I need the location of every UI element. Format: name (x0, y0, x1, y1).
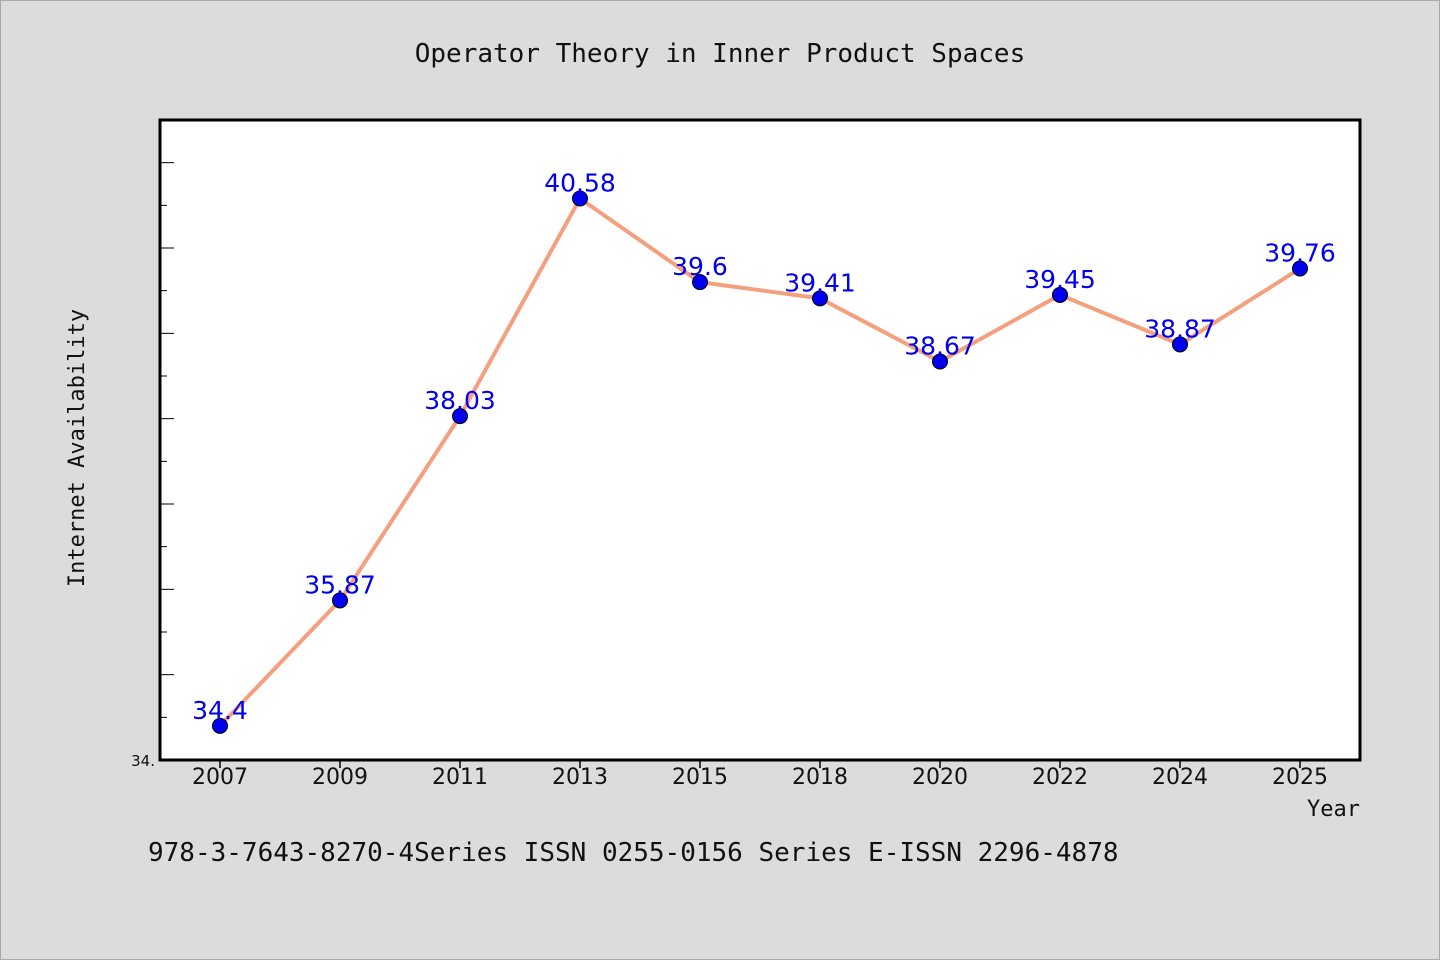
data-label: 40.58 (544, 169, 616, 198)
data-points (212, 190, 1308, 734)
x-tick-label: 2025 (1272, 765, 1328, 790)
x-tick-label: 2018 (792, 765, 848, 790)
data-point-marker (572, 190, 588, 207)
data-labels: 34.4 35.87 38.03 40.58 39.6 39.41 38.67 39.45 38… (192, 169, 1336, 725)
data-label: 39.6 (672, 252, 728, 281)
plot-border (158, 118, 1362, 762)
data-point-marker (1172, 336, 1188, 353)
data-point-marker (332, 592, 348, 609)
data-point-marker (1052, 286, 1068, 303)
data-point-marker (1292, 260, 1308, 277)
x-tick-label: 2013 (552, 765, 608, 790)
data-point-marker (932, 353, 948, 370)
x-axis-label: Year (1307, 797, 1360, 822)
data-label: 39.41 (784, 268, 856, 297)
y-tick-label: 34. (131, 752, 155, 770)
data-label: 38.67 (904, 331, 976, 360)
data-label: 35.87 (304, 570, 376, 599)
y-axis-label: Internet Availability (65, 309, 90, 587)
data-label: 34.4 (192, 696, 248, 725)
data-point-marker (452, 408, 468, 425)
x-tick-label: 2020 (912, 765, 968, 790)
data-label: 39.45 (1024, 265, 1096, 294)
data-point-marker (812, 290, 828, 307)
series-line (218, 196, 1302, 728)
plot-area (160, 120, 1360, 760)
x-tick-label: 2007 (192, 765, 248, 790)
x-tick-label: 2009 (312, 765, 368, 790)
x-tick-label: 2015 (672, 765, 728, 790)
data-label: 39.76 (1264, 238, 1336, 267)
footer-isbn-text: 978-3-7643-8270-4Series ISSN 0255-0156 S… (148, 838, 1119, 868)
x-tick-label: 2024 (1152, 765, 1208, 790)
x-axis-tick-labels: 2007 2009 2011 2013 2015 2018 2020 2022 2024 2025 (192, 765, 1328, 790)
x-tick-label: 2022 (1032, 765, 1088, 790)
data-label: 38.87 (1144, 314, 1216, 343)
data-label: 38.03 (424, 386, 496, 415)
x-tick-label: 2011 (432, 765, 488, 790)
data-point-marker (692, 274, 708, 291)
data-point-marker (212, 717, 228, 734)
chart-title: Operator Theory in Inner Product Spaces (415, 39, 1025, 69)
